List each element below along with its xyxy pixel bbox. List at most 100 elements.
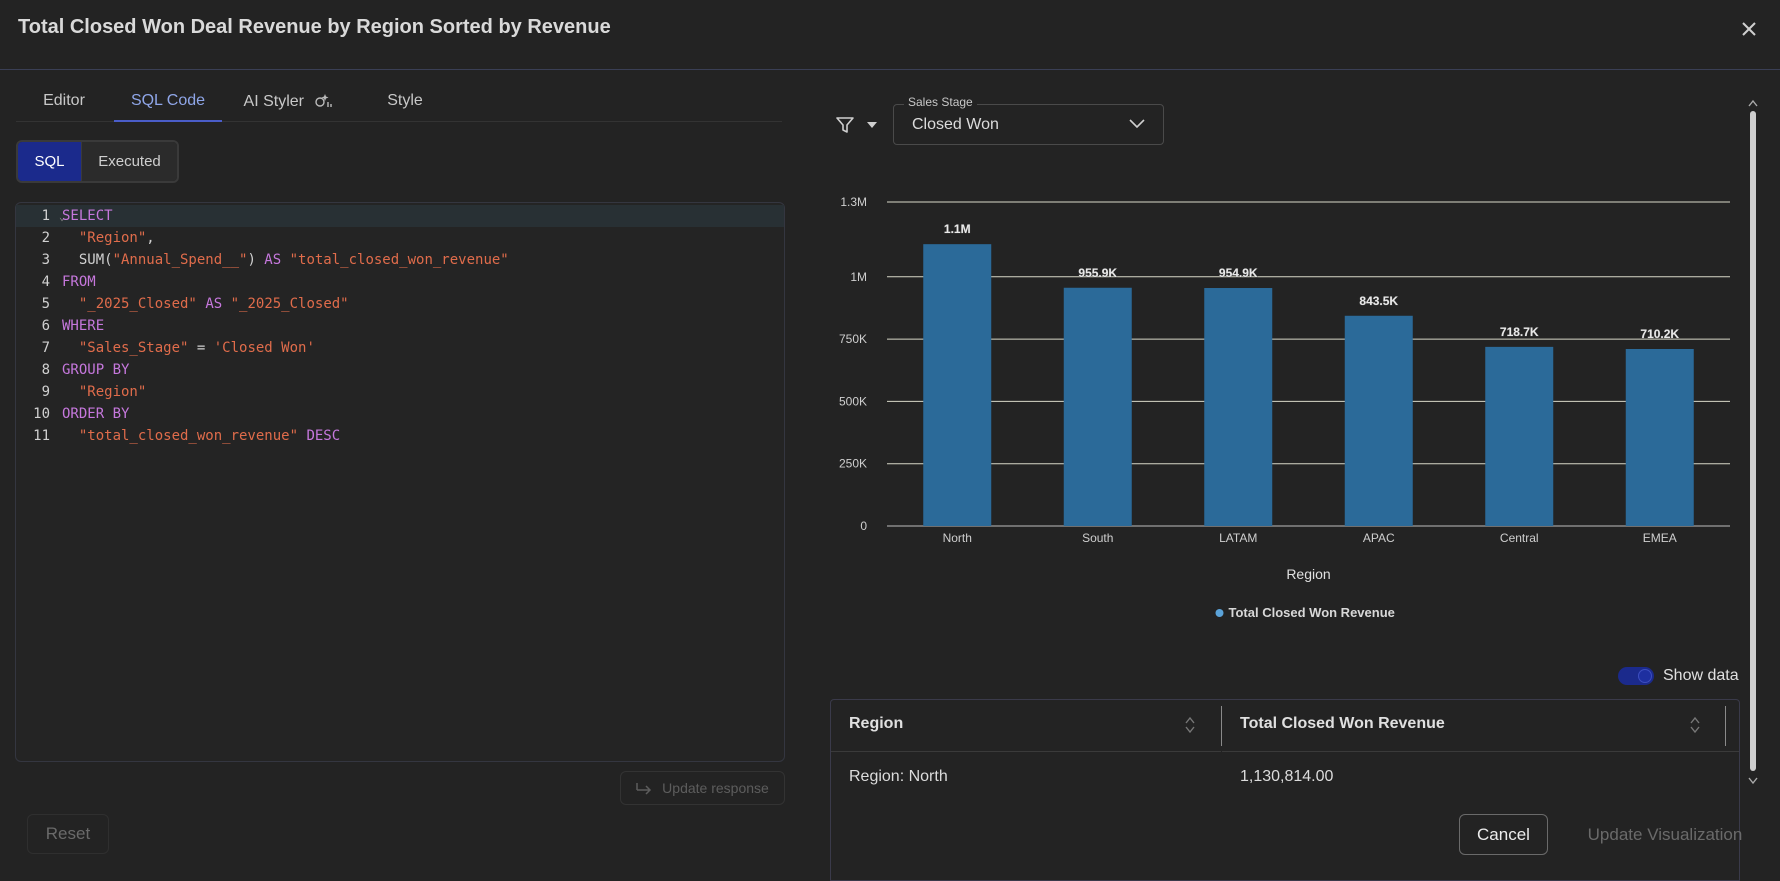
data-label: 1.1M bbox=[944, 222, 971, 236]
bar bbox=[1344, 315, 1413, 526]
x-tick-label: APAC bbox=[1363, 531, 1395, 545]
code-token: "_2025_Closed" bbox=[78, 296, 197, 312]
bar bbox=[1204, 288, 1273, 526]
show-data-toggle[interactable] bbox=[1618, 667, 1654, 685]
code-token: SUM( bbox=[62, 252, 113, 268]
x-tick-label: North bbox=[943, 531, 972, 545]
line-number: 4 bbox=[41, 274, 50, 290]
code-text: GROUP BY bbox=[62, 359, 129, 381]
show-data-label: Show data bbox=[1663, 667, 1739, 684]
tab-editor[interactable]: Editor bbox=[26, 86, 102, 122]
code-line[interactable]: 10 ORDER BY bbox=[16, 403, 784, 425]
code-token bbox=[62, 384, 79, 400]
data-label: 955.9K bbox=[1078, 266, 1117, 280]
code-token: "total_closed_won_revenue" bbox=[78, 428, 299, 444]
code-token bbox=[62, 296, 79, 312]
revenue-bar-chart: 0 250K 500K 750K 1M 1.3M 1.1M North 955.9K South 9… bbox=[839, 195, 1730, 620]
y-tick-label: 1.3M bbox=[840, 195, 867, 209]
sparkle-bot-icon bbox=[315, 94, 333, 107]
data-label: 718.7K bbox=[1500, 325, 1539, 339]
code-line[interactable]: 8 GROUP BY bbox=[16, 359, 784, 381]
tab-label: SQL Code bbox=[130, 92, 206, 109]
update-visualization-button[interactable]: Update Visualization bbox=[1587, 824, 1743, 844]
code-text: "Sales_Stage" = 'Closed Won' bbox=[62, 337, 315, 359]
column-divider[interactable] bbox=[1725, 706, 1726, 746]
code-line[interactable]: 2 "Region", bbox=[16, 227, 784, 249]
panel-scrollbar[interactable] bbox=[1747, 97, 1759, 787]
sql-code-editor[interactable]: 1 ⌄ SELECT 2 "Region", 3 SUM("Annual_Spend__… bbox=[15, 202, 785, 762]
legend-label: Total Closed Won Revenue bbox=[1229, 605, 1395, 620]
sales-stage-select[interactable]: Sales Stage Closed Won bbox=[893, 95, 1164, 145]
code-text: "total_closed_won_revenue" DESC bbox=[62, 425, 340, 447]
y-tick-label: 250K bbox=[839, 457, 867, 471]
data-label: 954.9K bbox=[1219, 266, 1258, 280]
table-cell: Region: North bbox=[849, 768, 948, 785]
code-text: FROM bbox=[62, 271, 96, 293]
close-icon[interactable] bbox=[1736, 16, 1762, 42]
code-token: "total_closed_won_revenue" bbox=[289, 252, 509, 268]
y-tick-label: 500K bbox=[839, 394, 867, 408]
scroll-down-icon[interactable] bbox=[1748, 777, 1758, 785]
sql-mode-button[interactable]: SQL bbox=[18, 142, 82, 181]
code-line[interactable]: 7 "Sales_Stage" = 'Closed Won' bbox=[16, 337, 784, 359]
line-number: 6 bbox=[41, 318, 50, 334]
bar bbox=[1625, 348, 1694, 526]
scroll-up-icon[interactable] bbox=[1748, 99, 1758, 107]
code-token: 'Closed Won' bbox=[213, 340, 315, 356]
code-token: AS bbox=[205, 296, 223, 312]
y-tick-label: 1M bbox=[850, 270, 867, 284]
code-token: FROM bbox=[62, 274, 96, 290]
update-response-button[interactable]: Update response bbox=[620, 771, 785, 805]
code-token: SELECT bbox=[62, 208, 113, 224]
bar bbox=[1485, 346, 1554, 526]
filter-icon[interactable] bbox=[834, 114, 856, 136]
y-tick-label: 750K bbox=[839, 332, 867, 346]
code-line[interactable]: 11 "total_closed_won_revenue" DESC bbox=[16, 425, 784, 447]
tab-ai-styler[interactable]: AI Styler bbox=[238, 86, 338, 122]
code-token: DESC bbox=[306, 428, 341, 444]
code-line[interactable]: 4 FROM bbox=[16, 271, 784, 293]
x-tick-label: LATAM bbox=[1219, 531, 1257, 545]
filter-dropdown-caret-icon[interactable] bbox=[866, 120, 878, 130]
sort-icon[interactable] bbox=[1185, 716, 1195, 734]
sort-icon[interactable] bbox=[1690, 716, 1700, 734]
scrollbar-thumb[interactable] bbox=[1750, 111, 1756, 771]
code-token: "Region" bbox=[78, 384, 147, 400]
code-line[interactable]: 3 SUM("Annual_Spend__") AS "total_closed… bbox=[16, 249, 784, 271]
line-number: 8 bbox=[41, 362, 50, 378]
line-number: 5 bbox=[41, 296, 50, 312]
code-line[interactable]: 6 WHERE bbox=[16, 315, 784, 337]
fold-chevron-icon[interactable]: ⌄ bbox=[59, 212, 66, 223]
code-token: "Region" bbox=[78, 230, 147, 246]
x-tick-label: EMEA bbox=[1643, 531, 1677, 545]
tab-label: AI Styler bbox=[243, 93, 304, 110]
bar bbox=[1063, 287, 1132, 526]
chevron-down-icon bbox=[1129, 119, 1145, 129]
code-token: "Annual_Spend__" bbox=[112, 252, 248, 268]
code-line[interactable]: 1 ⌄ SELECT bbox=[16, 205, 784, 227]
cancel-button[interactable]: Cancel bbox=[1459, 814, 1548, 855]
executed-mode-button[interactable]: Executed bbox=[82, 142, 177, 181]
tab-style[interactable]: Style bbox=[370, 86, 440, 122]
code-token bbox=[62, 428, 79, 444]
code-token: GROUP BY bbox=[62, 362, 130, 378]
line-number: 2 bbox=[41, 230, 50, 246]
code-line[interactable]: 9 "Region" bbox=[16, 381, 784, 403]
column-header-label: Region bbox=[849, 715, 904, 732]
reply-arrow-icon bbox=[636, 783, 652, 795]
tab-sql-code[interactable]: SQL Code bbox=[114, 86, 222, 122]
sales-stage-value: Closed Won bbox=[912, 116, 999, 133]
column-header-region[interactable]: Region bbox=[831, 700, 1221, 752]
code-line[interactable]: 5 "_2025_Closed" AS "_2025_Closed" bbox=[16, 293, 784, 315]
column-header-revenue[interactable]: Total Closed Won Revenue bbox=[1222, 700, 1739, 752]
line-number: 11 bbox=[33, 428, 50, 444]
code-token bbox=[222, 296, 230, 312]
reset-button[interactable]: Reset bbox=[27, 814, 109, 854]
tab-label: Style bbox=[387, 92, 423, 109]
data-label: 843.5K bbox=[1359, 294, 1398, 308]
legend-marker bbox=[1215, 609, 1224, 617]
code-text: WHERE bbox=[62, 315, 104, 337]
x-axis-title: Region bbox=[1286, 566, 1330, 582]
code-text: "_2025_Closed" AS "_2025_Closed" bbox=[62, 293, 349, 315]
column-divider[interactable] bbox=[1221, 706, 1222, 746]
